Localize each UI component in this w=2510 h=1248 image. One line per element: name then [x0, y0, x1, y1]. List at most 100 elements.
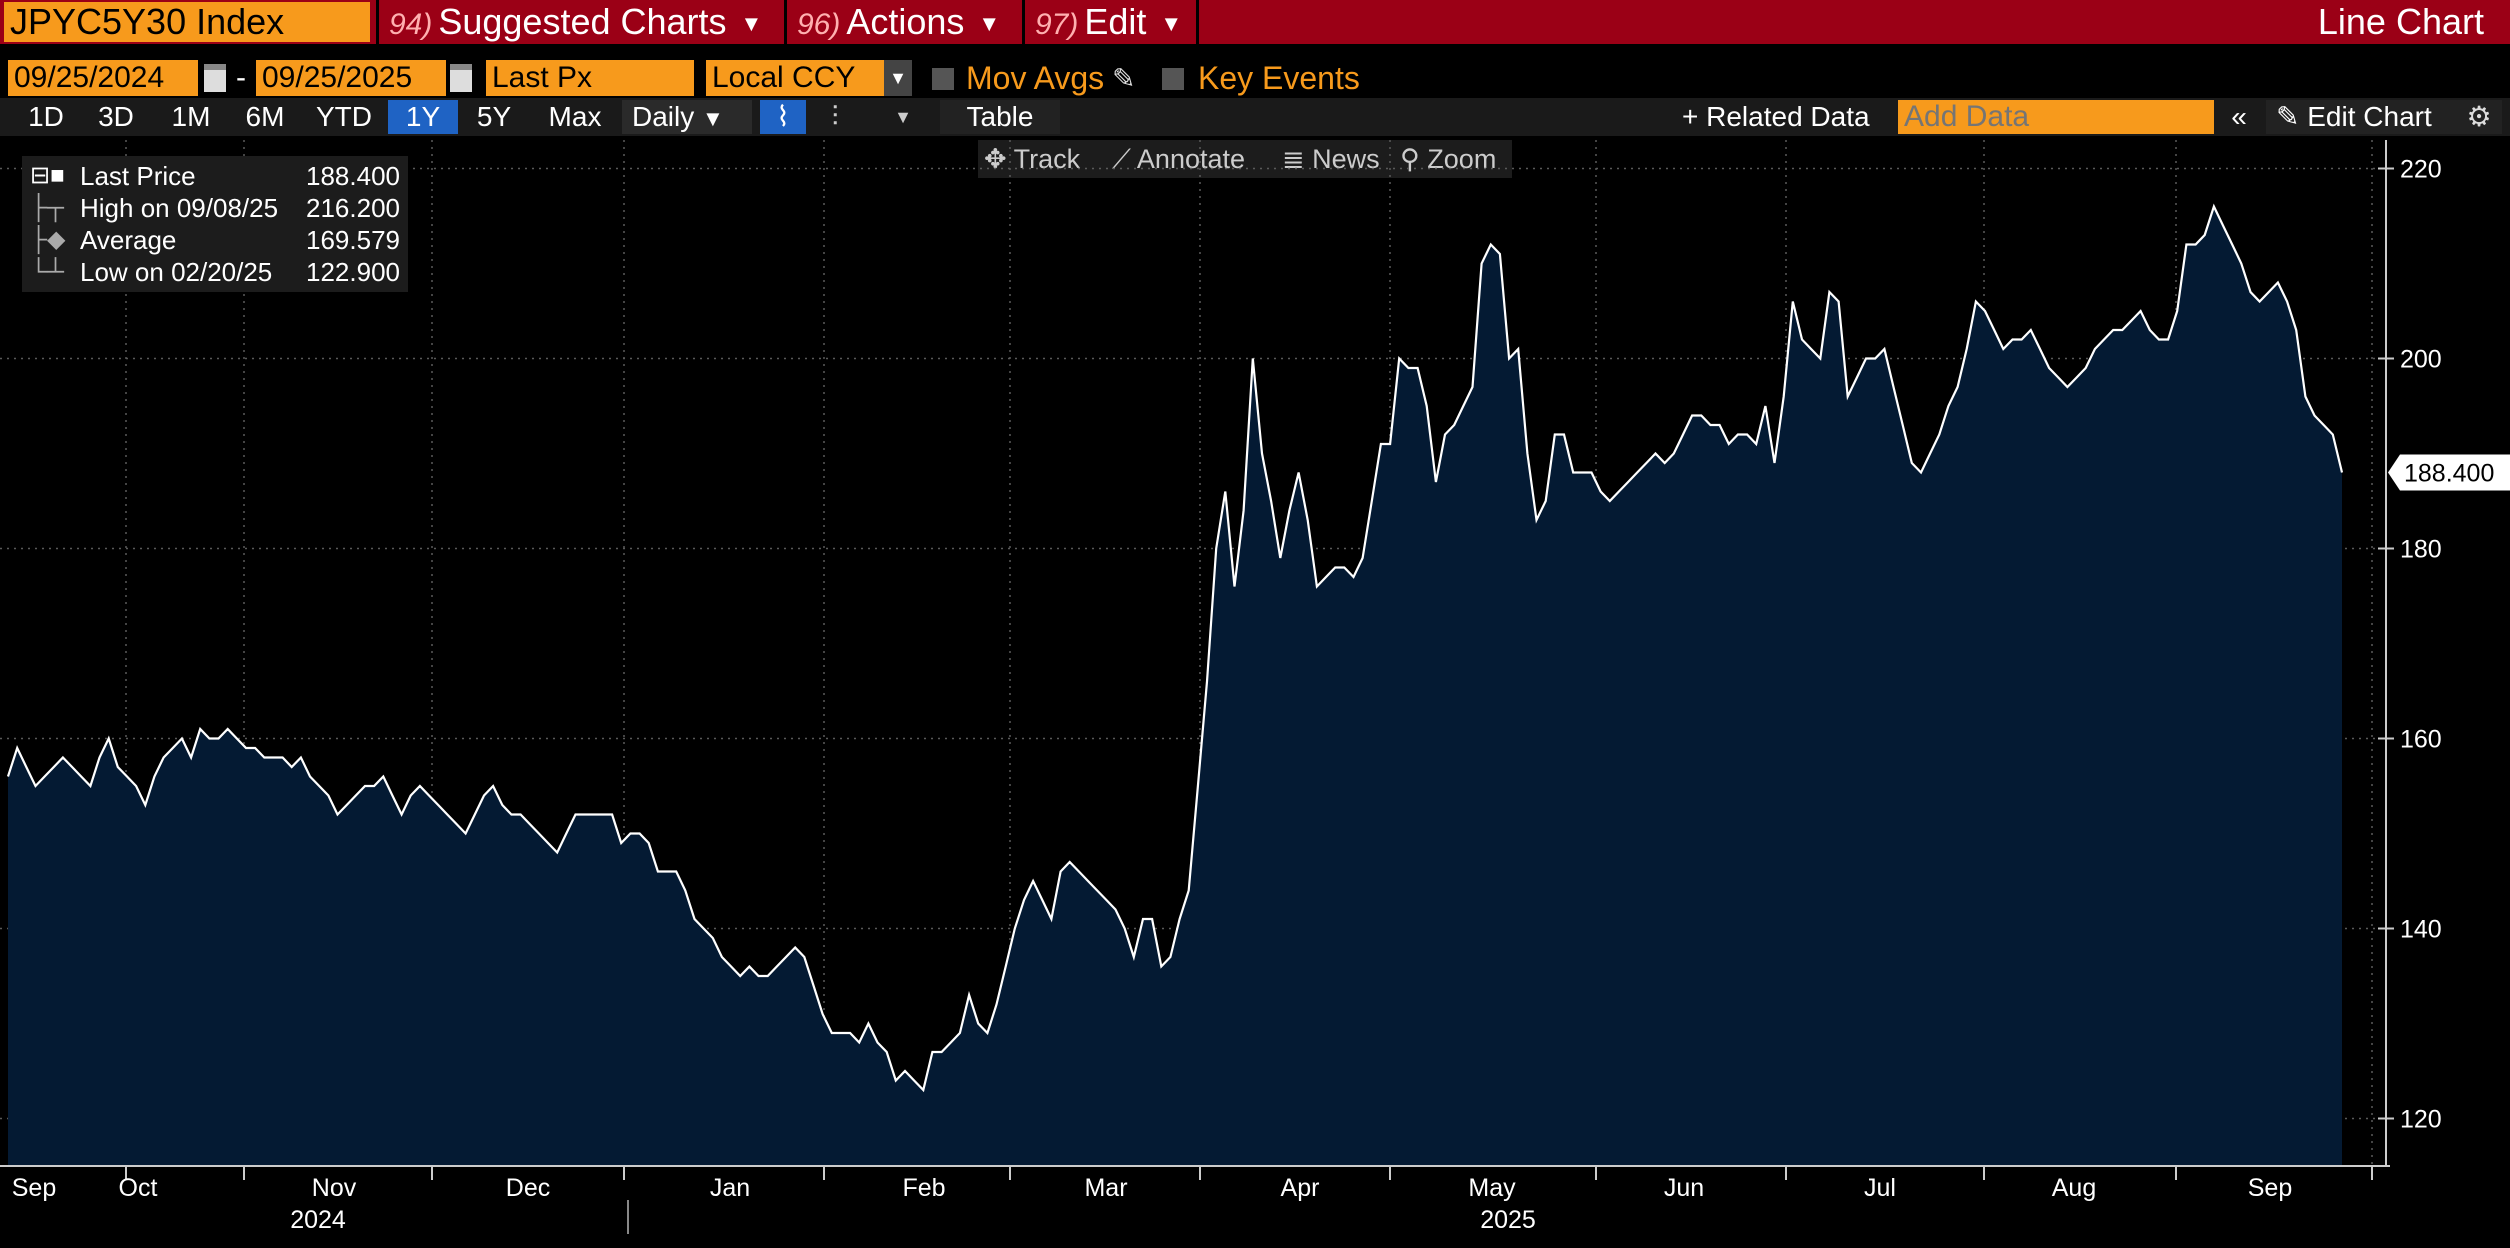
collapse-left-icon[interactable]: « [2231, 101, 2247, 132]
range-3d-button[interactable]: 3D [98, 101, 134, 132]
legend-last-price: ⊟■ Last Price 188.400 [22, 160, 408, 192]
price-field[interactable]: Last Px [486, 60, 694, 96]
x-month-label: May [1468, 1174, 1516, 1202]
legend-label: Average [80, 225, 177, 255]
search-icon: ⚲ [1400, 144, 1420, 174]
header-bar [0, 0, 2510, 44]
legend-value: 216.200 [306, 193, 400, 223]
y-tick-label: 200 [2400, 346, 2442, 374]
suggested-charts-menu[interactable]: 94) Suggested Charts ▼ [376, 0, 776, 44]
crosshair-icon: ✥ [984, 144, 1007, 174]
x-month-label: Sep [12, 1174, 56, 1202]
y-tick-label: 220 [2400, 156, 2442, 184]
news-tool[interactable]: ≣ News [1282, 140, 1392, 178]
legend-high: ├┬ High on 09/08/25 216.200 [22, 192, 408, 224]
y-tick-label: 120 [2400, 1106, 2442, 1134]
menu-number: 96) [797, 8, 841, 41]
line-chart-icon[interactable]: ⌇ [760, 100, 806, 134]
legend-toggle-icon[interactable]: ⊟■ [30, 162, 65, 189]
y-tick-label: 140 [2400, 916, 2442, 944]
chart-type-title: Line Chart [2317, 1, 2484, 42]
legend-low: └┴ Low on 02/20/25 122.900 [22, 256, 408, 288]
last-value-label: 188.400 [2404, 460, 2494, 488]
chart-type-dropdown-icon[interactable]: ▼ [894, 107, 912, 127]
frequency-dropdown[interactable]: Daily ▼ [622, 100, 752, 134]
range-5y-button[interactable]: 5Y [476, 101, 512, 132]
mov-avgs-label[interactable]: Mov Avgs [966, 60, 1105, 96]
price-area [8, 206, 2342, 1166]
low-marker-icon: └┴ [30, 258, 65, 285]
high-marker-icon: ├┬ [30, 194, 65, 221]
calendar-icon[interactable] [204, 64, 226, 92]
calendar-icon[interactable] [450, 64, 472, 92]
menu-number: 97) [1035, 8, 1079, 41]
chevron-down-icon: ▼ [978, 11, 1001, 37]
x-month-label: Aug [2052, 1174, 2096, 1202]
x-year-label: 2024 [290, 1206, 346, 1234]
currency-field[interactable]: Local CCY [706, 60, 884, 96]
annotate-icon: ⟋ [1112, 144, 1131, 174]
track-tool[interactable]: ✥ Track [984, 140, 1100, 178]
plus-icon: + [1682, 101, 1699, 132]
x-month-label: Sep [2248, 1174, 2292, 1202]
edit-chart-button[interactable]: ✎ Edit Chart [2266, 100, 2456, 134]
date-range-separator: - [236, 61, 246, 94]
mov-avgs-checkbox[interactable] [932, 68, 954, 90]
legend-value: 188.400 [306, 161, 400, 191]
range-ytd-button[interactable]: YTD [316, 101, 372, 132]
edit-menu[interactable]: 97) Edit ▼ [1022, 0, 1192, 44]
related-data-label: Related Data [1706, 101, 1870, 132]
legend-average: ├◆ Average 169.579 [22, 224, 408, 256]
last-value-tag [2388, 454, 2510, 491]
menu-label: Suggested Charts [438, 1, 727, 42]
bar-chart-icon[interactable]: ⫶ [831, 101, 839, 132]
add-data-input[interactable] [1898, 100, 2214, 134]
x-month-label: Dec [506, 1174, 550, 1202]
legend-label: High on 09/08/25 [80, 193, 279, 223]
legend-label: Low on 02/20/25 [80, 257, 273, 287]
x-month-label: Jul [1864, 1174, 1896, 1202]
legend-value: 169.579 [306, 225, 400, 255]
table-button[interactable]: Table [940, 100, 1060, 134]
x-month-label: Oct [119, 1174, 158, 1202]
last-value-label-group: 188.400 [2388, 454, 2510, 491]
chart-axes: 120 140 160 180 200 220 Sep Oct Nov Dec Jan Feb Mar A… [0, 140, 2442, 1234]
chart-tools-bar [978, 140, 1512, 178]
currency-dropdown-button[interactable]: ▼ [884, 60, 912, 96]
chevron-down-icon: ▼ [702, 106, 724, 131]
chevron-down-icon: ▼ [1160, 11, 1183, 37]
range-1d-button[interactable]: 1D [28, 101, 64, 132]
header-divider [1196, 0, 1202, 44]
x-month-label: Feb [902, 1174, 945, 1202]
end-date-field[interactable]: 09/25/2025 [256, 60, 446, 96]
legend-value: 122.900 [306, 257, 400, 287]
news-icon: ≣ [1282, 144, 1305, 174]
y-tick-label: 160 [2400, 726, 2442, 754]
x-month-label: Jun [1664, 1174, 1704, 1202]
legend-label: Last Price [80, 161, 196, 191]
x-month-label: Mar [1084, 1174, 1127, 1202]
x-year-label: 2025 [1480, 1206, 1536, 1234]
start-date-field[interactable]: 09/25/2024 [8, 60, 198, 96]
range-6m-button[interactable]: 6M [245, 101, 285, 132]
ticker-field[interactable]: JPYC5Y30 Index [4, 2, 370, 42]
key-events-label[interactable]: Key Events [1198, 60, 1360, 96]
related-data-button[interactable]: + Related Data [1682, 100, 1894, 134]
range-1m-button[interactable]: 1M [171, 101, 211, 132]
range-max-button[interactable]: Max [548, 101, 602, 132]
y-tick-label: 180 [2400, 536, 2442, 564]
pencil-icon[interactable]: ✎ [1112, 63, 1136, 94]
edit-chart-label: Edit Chart [2307, 101, 2432, 132]
menu-number: 94) [389, 8, 433, 41]
price-line [6, 203, 2344, 1093]
gear-icon[interactable]: ⚙ [2456, 100, 2502, 134]
pencil-icon: ✎ [2276, 101, 2300, 132]
range-1y-button[interactable]: 1Y [388, 100, 458, 134]
key-events-checkbox[interactable] [1162, 68, 1184, 90]
menu-label: Edit [1084, 1, 1147, 42]
chevron-down-icon: ▼ [740, 11, 763, 37]
actions-menu[interactable]: 96) Actions ▼ [784, 0, 1014, 44]
average-marker-icon: ├◆ [30, 226, 66, 253]
x-month-label: Nov [312, 1174, 357, 1202]
